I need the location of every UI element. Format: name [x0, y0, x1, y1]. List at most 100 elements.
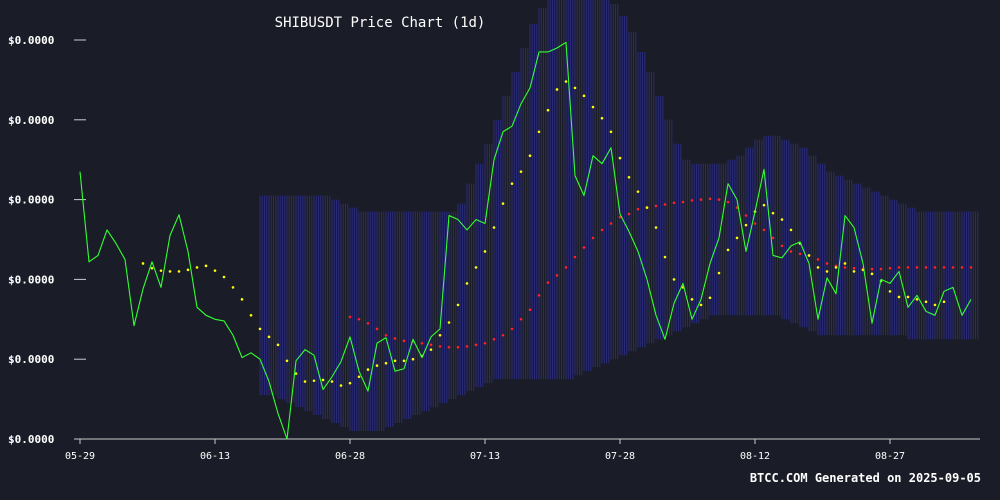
slow-ma-point — [465, 345, 469, 348]
slow-ma-point — [717, 198, 721, 201]
slow-ma-point — [447, 345, 451, 349]
fast-ma-point — [195, 266, 199, 269]
fast-ma-point — [780, 218, 784, 221]
slow-ma-point — [753, 222, 757, 225]
slow-ma-point — [555, 274, 559, 277]
slow-ma-point — [690, 199, 694, 202]
slow-ma-point — [357, 318, 361, 321]
slow-ma-point — [519, 318, 523, 321]
fast-ma-point — [429, 348, 433, 351]
fast-ma-point — [393, 359, 397, 363]
chart-footer: BTCC.COM Generated on 2025-09-05 — [750, 471, 981, 485]
fast-ma-point — [834, 266, 838, 269]
fast-ma-point — [204, 264, 208, 268]
slow-ma-point — [816, 258, 820, 261]
slow-ma-point — [699, 198, 703, 201]
slow-ma-point — [438, 345, 442, 348]
fast-ma-point — [717, 271, 721, 275]
fast-ma-point — [141, 262, 145, 265]
fast-ma-point — [456, 303, 460, 307]
x-tick-label: 08-27 — [875, 451, 905, 462]
slow-ma-point — [582, 246, 586, 249]
slow-ma-point — [735, 206, 739, 209]
slow-ma-point — [474, 343, 478, 347]
fast-ma-point — [735, 236, 739, 240]
slow-ma-point — [402, 339, 406, 343]
slow-ma-point — [744, 214, 748, 217]
fast-ma-point — [942, 300, 946, 304]
fast-ma-point — [906, 295, 910, 299]
slow-ma-point — [726, 200, 730, 204]
fast-ma-point — [411, 357, 415, 361]
slow-ma-point — [393, 337, 397, 340]
fast-ma-point — [357, 375, 361, 379]
slow-ma-point — [681, 200, 685, 204]
fast-ma-point — [636, 190, 640, 193]
fast-ma-point — [258, 327, 262, 331]
fast-ma-point — [474, 266, 478, 269]
slow-ma-point — [888, 266, 892, 270]
fast-ma-point — [249, 314, 253, 317]
slow-ma-point — [636, 207, 640, 211]
slow-ma-point — [420, 341, 424, 345]
x-tick-label: 08-12 — [740, 451, 770, 462]
fast-ma-point — [573, 86, 577, 90]
fast-ma-point — [528, 154, 532, 158]
slow-ma-point — [960, 266, 964, 269]
price-layer — [79, 41, 972, 440]
slow-ma-point — [762, 228, 766, 232]
slow-ma-point — [510, 327, 514, 331]
fast-ma-point — [519, 170, 523, 173]
fast-ma-point — [744, 223, 748, 227]
fast-ma-point — [762, 203, 766, 207]
y-tick-label: $0.0000 — [8, 273, 54, 286]
slow-ma-point — [951, 266, 955, 269]
fast-ma-point — [609, 130, 613, 134]
fast-ma-point — [438, 333, 442, 337]
y-tick-label: $0.0000 — [8, 433, 54, 446]
fast-ma-point — [933, 303, 937, 307]
slow-ma-point — [600, 228, 604, 232]
fast-ma-point — [366, 368, 370, 371]
x-tick-label: 07-13 — [470, 451, 500, 462]
fast-ma-point — [510, 182, 514, 185]
fast-ma-point — [699, 303, 703, 307]
fast-ma-point — [654, 226, 658, 229]
slow-ma-point — [825, 262, 829, 265]
slow-ma-point — [573, 255, 577, 259]
x-tick-label: 05-29 — [65, 451, 95, 462]
price-line — [79, 41, 972, 440]
fast-ma-point — [600, 116, 604, 120]
slow-ma-point — [969, 266, 973, 269]
fast-ma-point — [771, 211, 775, 215]
x-tick-label: 07-28 — [605, 451, 635, 462]
fast-ma-point — [240, 298, 244, 301]
slow-ma-layer — [348, 197, 973, 349]
fast-ma-point — [870, 272, 874, 276]
slow-ma-point — [564, 266, 568, 269]
fast-ma-point — [303, 380, 307, 383]
fast-ma-point — [825, 270, 829, 273]
fast-ma-point — [312, 379, 316, 383]
fast-ma-point — [501, 202, 505, 205]
chart-title: SHIBUSDT Price Chart (1d) — [275, 15, 486, 31]
slow-ma-point — [456, 345, 460, 349]
slow-ma-point — [942, 266, 946, 269]
fast-ma-point — [555, 88, 559, 91]
fast-ma-point — [591, 105, 595, 109]
fast-ma-point — [186, 268, 190, 272]
fast-ma-point — [321, 378, 325, 382]
fast-ma-point — [213, 269, 217, 272]
fast-ma-point — [843, 262, 847, 265]
y-tick-label: $0.0000 — [8, 34, 54, 47]
fast-ma-point — [267, 335, 271, 339]
fast-ma-point — [294, 372, 298, 375]
fast-ma-point — [726, 248, 730, 252]
fast-ma-point — [924, 300, 928, 304]
fast-ma-point — [483, 250, 487, 253]
fast-ma-point — [330, 380, 334, 383]
slow-ma-point — [546, 281, 550, 284]
fast-ma-point — [402, 359, 406, 363]
fast-ma-point — [276, 343, 280, 347]
